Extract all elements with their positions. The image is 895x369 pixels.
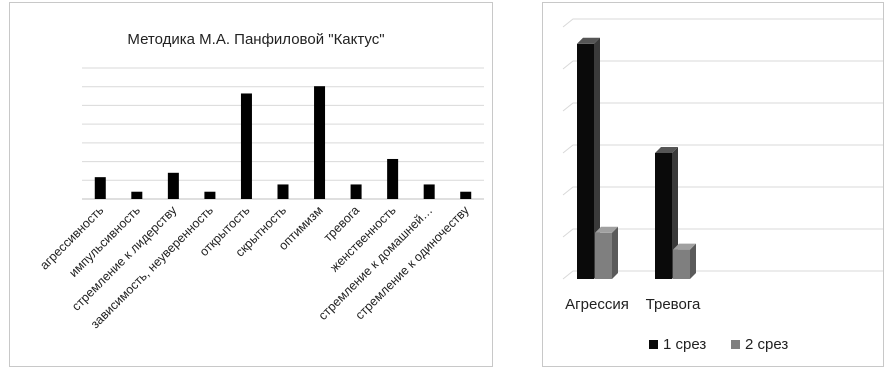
bar-top [595, 226, 618, 233]
bar-front [595, 232, 612, 279]
category-label: Агрессия [565, 296, 629, 313]
bar [423, 184, 435, 199]
bar [387, 158, 399, 199]
bar [167, 172, 179, 199]
bar [460, 191, 472, 199]
bar [240, 93, 252, 199]
gridline [562, 102, 883, 112]
bar-side [594, 37, 600, 279]
gridline [562, 18, 883, 28]
cactus-chart-svg: Методика М.А. Панфиловой "Кактус" агресс… [37, 31, 484, 331]
bar-front [655, 153, 672, 279]
bar-side [690, 243, 696, 279]
bar-front [577, 43, 594, 279]
gridline [562, 144, 883, 154]
bar [350, 184, 362, 199]
bar-3d [673, 243, 696, 279]
legend-label: 1 срез [663, 336, 706, 353]
bar-side [672, 147, 678, 279]
gridline [562, 60, 883, 70]
bar [204, 191, 216, 199]
legend-label: 2 срез [745, 336, 788, 353]
legend-swatch [649, 340, 658, 349]
bar [131, 191, 143, 199]
gridline [562, 270, 883, 280]
bar-side [612, 226, 618, 279]
gridline [562, 186, 883, 196]
slices-chart-svg: Агрессия Тревога 1 срез 2 срез [562, 18, 883, 353]
bar-3d [595, 226, 618, 279]
category-label: женственность [327, 203, 398, 274]
bar-top [577, 37, 600, 44]
bar-top [655, 147, 678, 153]
slices-comparison-chart: Агрессия Тревога 1 срез 2 срез [542, 2, 884, 367]
bar-front [673, 249, 690, 279]
category-label: Тревога [646, 296, 701, 313]
chart-title: Методика М.А. Панфиловой "Кактус" [127, 31, 384, 48]
bar-3d [577, 37, 600, 279]
cactus-method-chart: Методика М.А. Панфиловой "Кактус" агресс… [9, 2, 493, 367]
category-label: агрессивность [37, 203, 106, 272]
bar [277, 184, 289, 199]
legend-swatch [731, 340, 740, 349]
gridline [562, 228, 883, 238]
bar [94, 177, 106, 199]
bar-top [673, 243, 696, 250]
bar [314, 86, 326, 199]
bar-3d [655, 147, 678, 279]
